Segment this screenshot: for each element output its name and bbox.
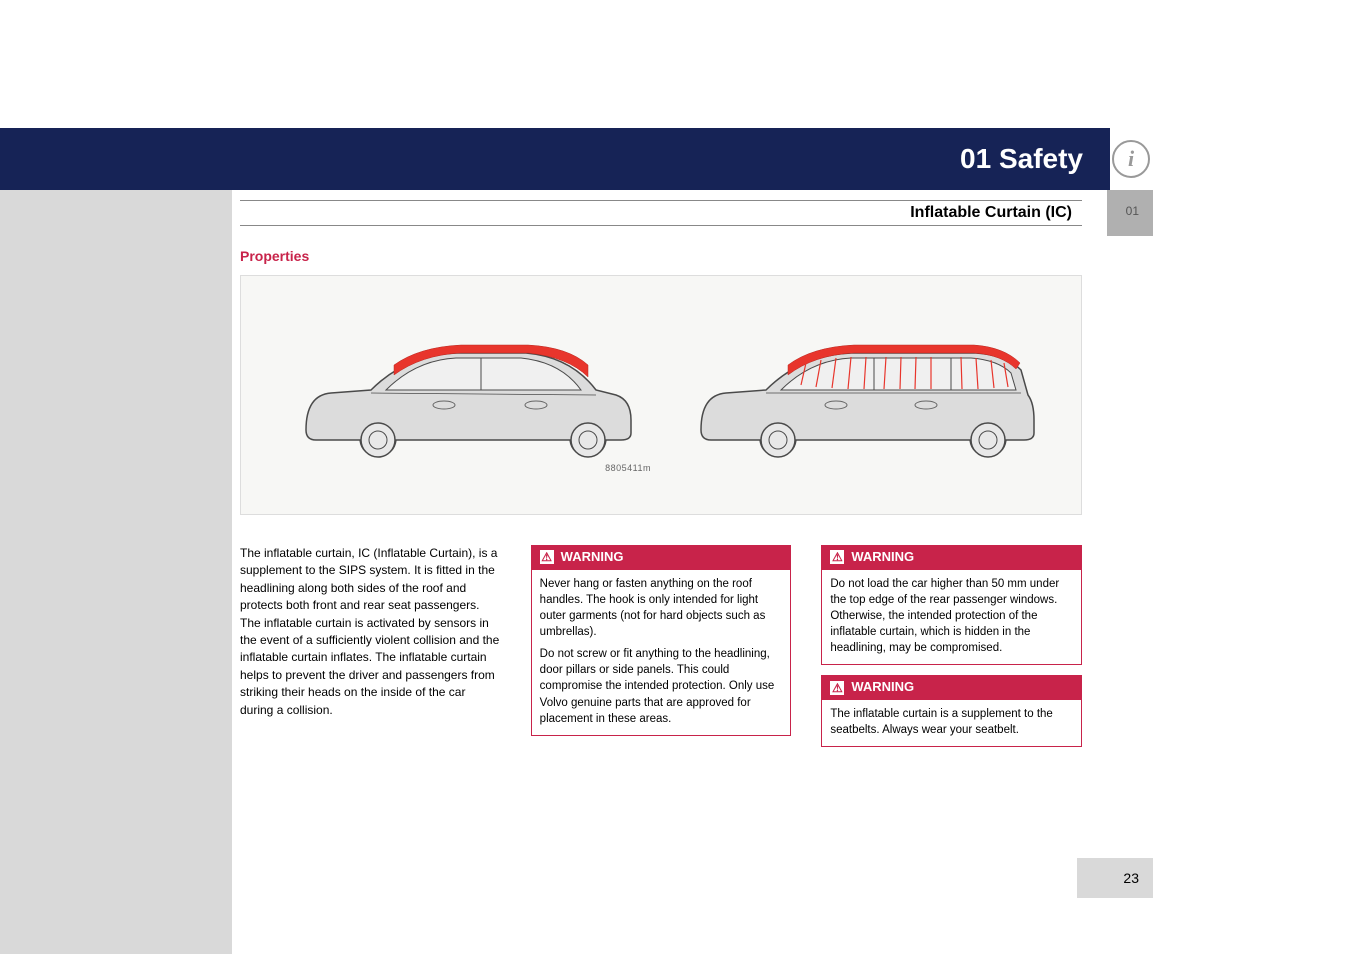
car-wagon-illustration [661, 315, 1061, 475]
subtitle-text: Inflatable Curtain (IC) [910, 204, 1072, 222]
warning-body: Never hang or fasten anything on the roo… [531, 570, 792, 736]
column-2: ⚠ WARNING Never hang or fasten anything … [531, 545, 792, 757]
content-columns: The inflatable curtain, IC (Inflatable C… [240, 545, 1082, 757]
warning-label: WARNING [561, 548, 624, 567]
warning-header: ⚠ WARNING [821, 675, 1082, 700]
info-icon: i [1112, 140, 1150, 178]
chapter-title: 01 Safety [960, 143, 1083, 175]
properties-heading: Properties [240, 248, 309, 264]
warning-header: ⚠ WARNING [821, 545, 1082, 570]
info-icon-glyph: i [1128, 146, 1134, 172]
warning-label: WARNING [851, 678, 914, 697]
warning-para: Do not load the car higher than 50 mm un… [830, 576, 1073, 656]
warning-body: The inflatable curtain is a supplement t… [821, 700, 1082, 747]
subtitle-band: Inflatable Curtain (IC) [240, 200, 1082, 226]
page-number: 23 [1077, 858, 1153, 886]
warning-icon: ⚠ [539, 549, 555, 565]
chapter-number: 01 [1126, 204, 1139, 218]
warning-label: WARNING [851, 548, 914, 567]
warning-para-1: Never hang or fasten anything on the roo… [540, 576, 783, 640]
warning-body: Do not load the car higher than 50 mm un… [821, 570, 1082, 665]
warning-icon: ⚠ [829, 680, 845, 696]
column-1: The inflatable curtain, IC (Inflatable C… [240, 545, 501, 757]
car-sedan-illustration: 8805411m [261, 315, 661, 475]
chapter-title-band: 01 Safety [240, 128, 1108, 190]
illustration-code-left: 8805411m [605, 463, 651, 473]
warning-para-2: Do not screw or fit anything to the head… [540, 646, 783, 726]
left-margin-bar [0, 190, 232, 954]
column-3: ⚠ WARNING Do not load the car higher tha… [821, 545, 1082, 757]
warning-header: ⚠ WARNING [531, 545, 792, 570]
warning-icon: ⚠ [829, 549, 845, 565]
page-number-block: 23 [1077, 858, 1153, 898]
warning-para: The inflatable curtain is a supplement t… [830, 706, 1073, 738]
illustration-panel: 8805411m [240, 275, 1082, 515]
body-paragraph: The inflatable curtain, IC (Inflatable C… [240, 545, 501, 719]
